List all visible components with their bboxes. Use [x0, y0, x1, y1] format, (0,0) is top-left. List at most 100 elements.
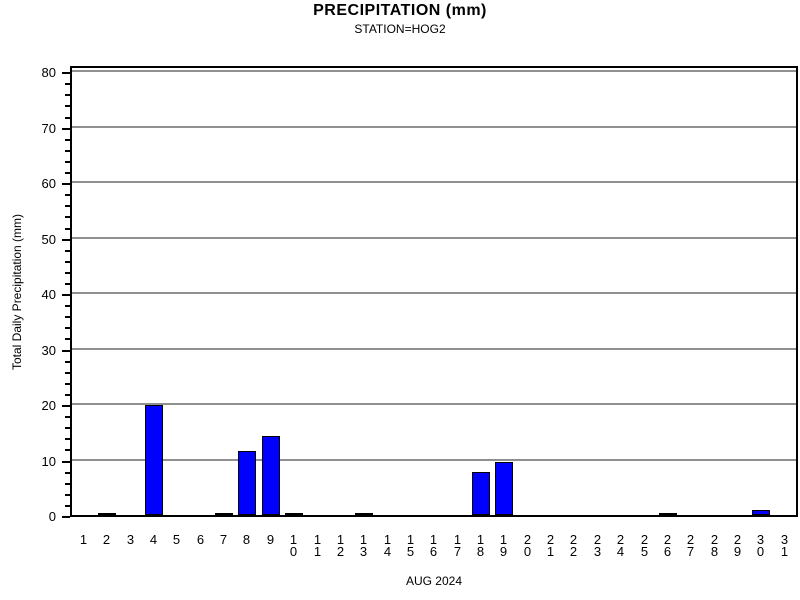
x-tick-digit: 1 — [383, 532, 392, 547]
x-tick-digit: 2 — [710, 532, 719, 547]
y-tick-label-60: 60 — [41, 176, 56, 191]
y-tick-label-70: 70 — [41, 121, 56, 136]
x-tick-digit: 8 — [476, 544, 485, 559]
x-tick-digit: 1 — [79, 532, 88, 547]
y-tick-minor-58 — [65, 194, 70, 196]
y-tick-minor-72 — [65, 117, 70, 119]
x-tick-digit: 2 — [569, 544, 578, 559]
y-tick-minor-36 — [65, 316, 70, 318]
y-tick-major-40 — [62, 294, 70, 296]
y-tick-minor-4 — [65, 494, 70, 496]
x-tick-digit: 9 — [733, 544, 742, 559]
y-tick-label-20: 20 — [41, 398, 56, 413]
y-tick-minor-26 — [65, 372, 70, 374]
x-tick-digit: 2 — [569, 532, 578, 547]
y-tick-minor-22 — [65, 394, 70, 396]
x-tick-digit: 0 — [523, 544, 532, 559]
x-tick-label-5: 5 — [165, 533, 188, 546]
gridline-y-40 — [72, 292, 796, 294]
y-tick-minor-76 — [65, 94, 70, 96]
x-tick-digit: 2 — [593, 532, 602, 547]
y-tick-minor-42 — [65, 283, 70, 285]
chart-subtitle: STATION=HOG2 — [354, 22, 446, 36]
x-tick-digit: 2 — [663, 532, 672, 547]
y-tick-minor-12 — [65, 449, 70, 451]
y-tick-minor-78 — [65, 83, 70, 85]
y-tick-major-50 — [62, 239, 70, 241]
y-tick-minor-68 — [65, 139, 70, 141]
x-tick-label-2: 2 — [95, 532, 118, 547]
x-tick-digit: 2 — [733, 532, 742, 547]
x-tick-label-8: 8 — [235, 533, 258, 546]
y-tick-minor-8 — [65, 472, 70, 474]
x-tick-digit: 1 — [359, 532, 368, 547]
bar-day-26 — [659, 513, 677, 515]
y-tick-minor-66 — [65, 150, 70, 152]
x-tick-digit: 6 — [663, 544, 672, 559]
x-tick-digit: 9 — [266, 532, 275, 547]
x-tick-digit: 3 — [756, 532, 765, 547]
y-tick-minor-56 — [65, 205, 70, 207]
x-tick-digit: 1 — [289, 532, 298, 547]
x-tick-digit: 0 — [756, 544, 765, 559]
y-tick-minor-38 — [65, 305, 70, 307]
y-tick-minor-28 — [65, 361, 70, 363]
gridline-y-60 — [72, 181, 796, 183]
x-tick-digit: 5 — [640, 544, 649, 559]
y-tick-minor-34 — [65, 327, 70, 329]
x-tick-digit: 7 — [453, 544, 462, 559]
x-tick-digit: 6 — [429, 544, 438, 559]
y-tick-minor-46 — [65, 261, 70, 263]
x-tick-digit: 3 — [593, 544, 602, 559]
y-tick-minor-48 — [65, 250, 70, 252]
x-tick-digit: 2 — [336, 544, 345, 559]
x-tick-digit: 4 — [616, 544, 625, 559]
chart-title: PRECIPITATION (mm) — [313, 2, 487, 19]
x-tick-digit: 7 — [686, 544, 695, 559]
x-tick-digit: 2 — [102, 532, 111, 547]
y-tick-major-60 — [62, 183, 70, 185]
x-tick-digit: 1 — [313, 544, 322, 559]
y-tick-major-80 — [62, 72, 70, 74]
x-tick-digit: 1 — [499, 532, 508, 547]
y-tick-label-30: 30 — [41, 343, 56, 358]
y-tick-major-10 — [62, 461, 70, 463]
x-tick-digit: 3 — [126, 532, 135, 547]
x-tick-digit: 0 — [289, 544, 298, 559]
x-tick-digit: 1 — [546, 544, 555, 559]
x-tick-digit: 9 — [499, 544, 508, 559]
x-tick-label-1: 1 — [72, 532, 95, 547]
plot-area — [70, 66, 798, 517]
y-tick-major-0 — [62, 516, 70, 518]
x-tick-digit: 1 — [336, 532, 345, 547]
gridline-y-10 — [72, 459, 796, 461]
y-tick-minor-16 — [65, 427, 70, 429]
y-tick-minor-32 — [65, 338, 70, 340]
y-tick-label-0: 0 — [48, 509, 56, 524]
y-tick-label-40: 40 — [41, 287, 56, 302]
y-tick-minor-44 — [65, 272, 70, 274]
y-tick-minor-62 — [65, 172, 70, 174]
y-tick-minor-24 — [65, 383, 70, 385]
x-tick-digit: 1 — [313, 532, 322, 547]
x-tick-digit: 2 — [546, 532, 555, 547]
x-tick-digit: 1 — [406, 532, 415, 547]
x-tick-label-6: 6 — [189, 533, 212, 546]
x-tick-digit: 3 — [780, 532, 789, 547]
bar-day-30 — [752, 510, 770, 515]
x-tick-digit: 4 — [149, 532, 158, 547]
y-tick-minor-18 — [65, 416, 70, 418]
x-tick-digit: 2 — [686, 532, 695, 547]
